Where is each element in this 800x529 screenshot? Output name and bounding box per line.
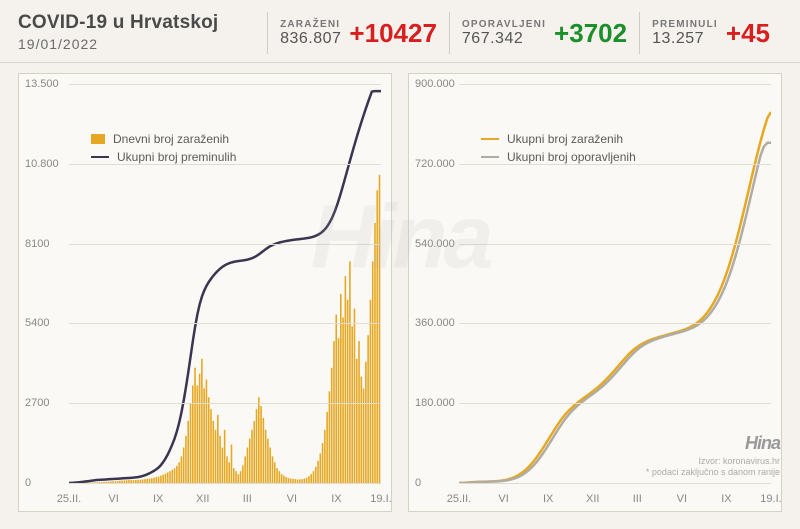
stat-delta: +10427 — [349, 20, 436, 46]
gridline — [459, 323, 771, 324]
stat-total: 836.807 — [280, 30, 341, 48]
y-tick-label: 0 — [25, 477, 31, 489]
stat-total: 767.342 — [462, 30, 546, 48]
y-tick-label: 2700 — [25, 397, 49, 409]
x-tick-label: 19.I. — [370, 493, 391, 505]
x-tick-label: XII — [586, 493, 599, 505]
stat-group: OPORAVLJENI767.342 +3702 — [449, 12, 639, 54]
gridline — [459, 483, 771, 484]
x-tick-label: IX — [721, 493, 731, 505]
legend-label: Ukupni broj preminulih — [117, 150, 236, 164]
legend-line — [481, 138, 499, 140]
left-chart-panel: 0 2700 5400 8100 10.800 13.500 25.II. VI IX XII II… — [18, 73, 392, 512]
y-tick-label: 8100 — [25, 238, 49, 250]
gridline — [69, 483, 381, 484]
legend-row: Ukupni broj oporavljenih — [481, 150, 636, 164]
x-tick-label: IX — [153, 493, 163, 505]
footer-note: Hina Izvor: koronavirus.hr * podaci zakl… — [646, 432, 780, 479]
x-tick-label: VI — [498, 493, 508, 505]
stat-delta: +3702 — [554, 20, 627, 46]
stat-total: 13.257 — [652, 30, 718, 48]
legend-label: Ukupni broj oporavljenih — [507, 150, 636, 164]
gridline — [69, 244, 381, 245]
footer-logo: Hina — [646, 432, 780, 455]
y-tick-label: 5400 — [25, 317, 49, 329]
y-tick-label: 180.000 — [415, 397, 455, 409]
stat-group: ZARAŽENI836.807 +10427 — [267, 12, 449, 54]
report-date: 19/01/2022 — [18, 36, 218, 52]
stats-row: ZARAŽENI836.807 +10427 OPORAVLJENI767.342 +… — [236, 12, 782, 54]
stat-label: ZARAŽENI — [280, 19, 341, 30]
gridline — [69, 323, 381, 324]
x-tick-label: 19.I. — [760, 493, 781, 505]
x-tick-label: 25.II. — [57, 493, 81, 505]
legend-row: Ukupni broj preminulih — [91, 150, 236, 164]
legend-line — [91, 156, 109, 158]
x-tick-label: III — [633, 493, 642, 505]
y-tick-label: 13.500 — [25, 78, 59, 90]
footer-source: Izvor: koronavirus.hr — [646, 456, 780, 468]
title-block: COVID-19 u Hrvatskoj 19/01/2022 — [18, 12, 218, 52]
stat-delta: +45 — [726, 20, 770, 46]
legend-row: Ukupni broj zaraženih — [481, 132, 636, 146]
x-tick-label: IX — [331, 493, 341, 505]
gridline — [459, 84, 771, 85]
gridline — [459, 244, 771, 245]
footer-disclaimer: * podaci zaključno s danom ranije — [646, 467, 780, 479]
left-legend: Dnevni broj zaraženih Ukupni broj preminu… — [91, 132, 236, 168]
gridline — [459, 403, 771, 404]
legend-row: Dnevni broj zaraženih — [91, 132, 236, 146]
right-legend: Ukupni broj zaraženih Ukupni broj oporavl… — [481, 132, 636, 168]
x-tick-label: VI — [287, 493, 297, 505]
x-tick-label: VI — [677, 493, 687, 505]
gridline — [69, 403, 381, 404]
legend-swatch — [91, 134, 105, 144]
x-tick-label: XII — [196, 493, 209, 505]
page-title: COVID-19 u Hrvatskoj — [18, 12, 218, 34]
gridline — [69, 84, 381, 85]
y-tick-label: 10.800 — [25, 158, 59, 170]
stat-label: PREMINULI — [652, 19, 718, 30]
legend-label: Ukupni broj zaraženih — [507, 132, 623, 146]
x-tick-label: VI — [108, 493, 118, 505]
stat-group: PREMINULI13.257 +45 — [639, 12, 782, 54]
y-tick-label: 720.000 — [415, 158, 455, 170]
header: COVID-19 u Hrvatskoj 19/01/2022 ZARAŽENI… — [0, 0, 800, 63]
legend-line — [481, 156, 499, 158]
x-tick-label: III — [243, 493, 252, 505]
legend-label: Dnevni broj zaraženih — [113, 132, 229, 146]
x-tick-label: IX — [543, 493, 553, 505]
y-tick-label: 0 — [415, 477, 421, 489]
x-tick-label: 25.II. — [447, 493, 471, 505]
y-tick-label: 540.000 — [415, 238, 455, 250]
y-tick-label: 360.000 — [415, 317, 455, 329]
y-tick-label: 900.000 — [415, 78, 455, 90]
stat-label: OPORAVLJENI — [462, 19, 546, 30]
